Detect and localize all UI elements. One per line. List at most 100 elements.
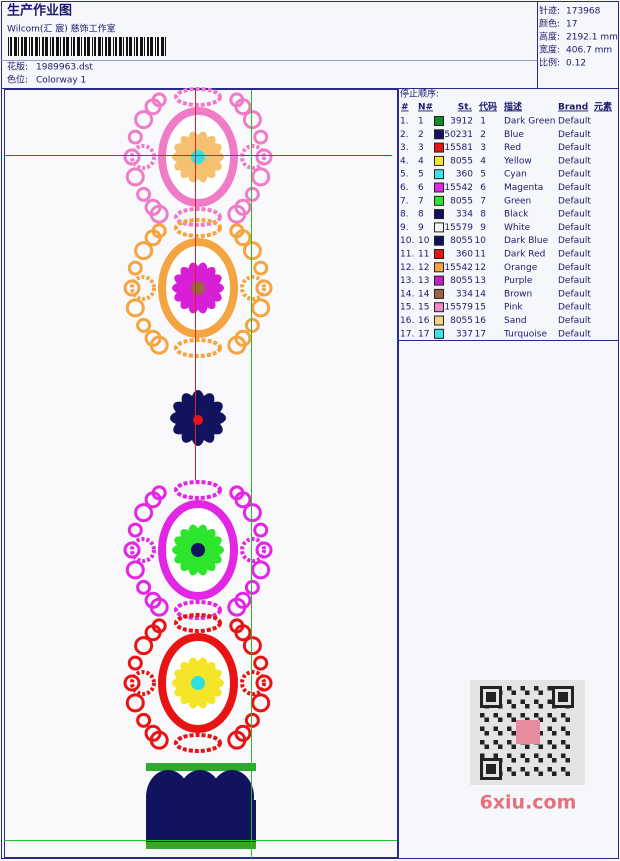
rosette <box>240 275 266 301</box>
qr-cell <box>552 731 557 736</box>
qr-cell <box>498 744 503 749</box>
cell-brand: Default <box>558 210 591 220</box>
crest <box>174 338 222 358</box>
rosette <box>130 537 156 563</box>
bar <box>31 37 33 56</box>
stat-value: 17 <box>566 20 577 30</box>
cell-description: Magenta <box>504 183 543 193</box>
cell-description: Dark Green <box>504 117 555 127</box>
cell-index: 14. <box>400 289 414 299</box>
border-band <box>146 842 256 849</box>
bar <box>92 37 93 56</box>
rosette <box>240 537 266 563</box>
bar <box>115 37 117 56</box>
qr-finder <box>486 692 496 702</box>
cell-code: 15 <box>475 303 486 313</box>
petal <box>199 274 222 290</box>
scroll <box>144 98 162 116</box>
scroll <box>127 129 143 145</box>
cell-brand: Default <box>558 276 591 286</box>
qr-cell <box>552 717 557 722</box>
border-band <box>146 763 256 771</box>
petal <box>199 669 222 685</box>
crest <box>174 207 222 227</box>
cell-brand: Default <box>558 143 591 153</box>
cell-index: 8. <box>400 210 409 220</box>
scroll <box>255 279 273 297</box>
cell-brand: Default <box>558 196 591 206</box>
qr-cell <box>511 771 516 776</box>
bar <box>52 37 54 56</box>
cell-stitches: 334 <box>456 210 473 220</box>
cell-index: 1. <box>400 117 409 127</box>
cell-index: 10. <box>400 236 414 246</box>
watermark: 6xiu.com <box>480 792 577 814</box>
scroll <box>253 522 269 538</box>
stat-label: 颜色: <box>539 18 560 30</box>
qr-cell <box>525 771 530 776</box>
cell-stitches: 8055 <box>450 156 473 166</box>
bar <box>134 37 135 56</box>
qr-cell <box>493 726 498 731</box>
bar <box>81 37 82 56</box>
bar <box>66 37 69 56</box>
cell-code: 11 <box>475 250 486 260</box>
stat-value: 406.7 mm <box>566 46 612 56</box>
cell-index: 16. <box>400 316 414 326</box>
color-swatch <box>434 235 444 246</box>
flower-center <box>191 676 205 690</box>
scroll <box>149 597 169 617</box>
qr-finder <box>558 692 568 702</box>
cell-description: Blue <box>504 130 524 140</box>
scroll <box>125 693 145 713</box>
bar <box>98 37 101 56</box>
qr-cell <box>484 744 489 749</box>
scroll <box>136 186 152 202</box>
qr-cell <box>511 717 516 722</box>
bar <box>102 37 103 56</box>
qr-cell <box>480 740 485 745</box>
cell-code: 1 <box>480 117 486 127</box>
cell-brand: Default <box>558 183 591 193</box>
cell-description: Dark Red <box>504 250 545 260</box>
qr-cell <box>520 753 525 758</box>
color-swatch <box>434 155 444 166</box>
flower-center <box>191 543 205 557</box>
qr-cell <box>534 767 539 772</box>
cell-brand: Default <box>558 130 591 140</box>
barcode <box>8 37 166 56</box>
bar <box>39 37 40 56</box>
scroll <box>234 491 252 509</box>
qr-cell <box>534 686 539 691</box>
cell-description: Turquoise <box>503 329 547 339</box>
qr-cell <box>561 740 566 745</box>
column-header: 元素 <box>594 101 612 113</box>
qr-cell <box>507 713 512 718</box>
qr-cell <box>520 767 525 772</box>
rosette <box>130 275 156 301</box>
scroll <box>242 503 262 523</box>
qr-cell <box>547 686 552 691</box>
cell-n: 10 <box>418 236 430 246</box>
scroll <box>136 579 152 595</box>
bar <box>150 37 153 56</box>
bar <box>71 37 72 56</box>
flower-center <box>191 150 205 164</box>
scroll <box>136 712 152 728</box>
cell-n: 1 <box>418 117 424 127</box>
scroll <box>253 129 269 145</box>
column-header: Brand <box>558 103 588 113</box>
qr-cell <box>538 744 543 749</box>
bar <box>140 37 143 56</box>
cell-code: 9 <box>480 223 486 233</box>
cell-n: 15 <box>418 303 429 313</box>
scroll <box>251 693 271 713</box>
qr-cell <box>498 731 503 736</box>
scroll <box>134 636 154 656</box>
qr-cell <box>511 690 516 695</box>
qr-code <box>470 680 585 785</box>
bar <box>29 37 30 56</box>
rosette <box>130 144 156 170</box>
cell-brand: Default <box>558 263 591 273</box>
scroll <box>255 541 273 559</box>
